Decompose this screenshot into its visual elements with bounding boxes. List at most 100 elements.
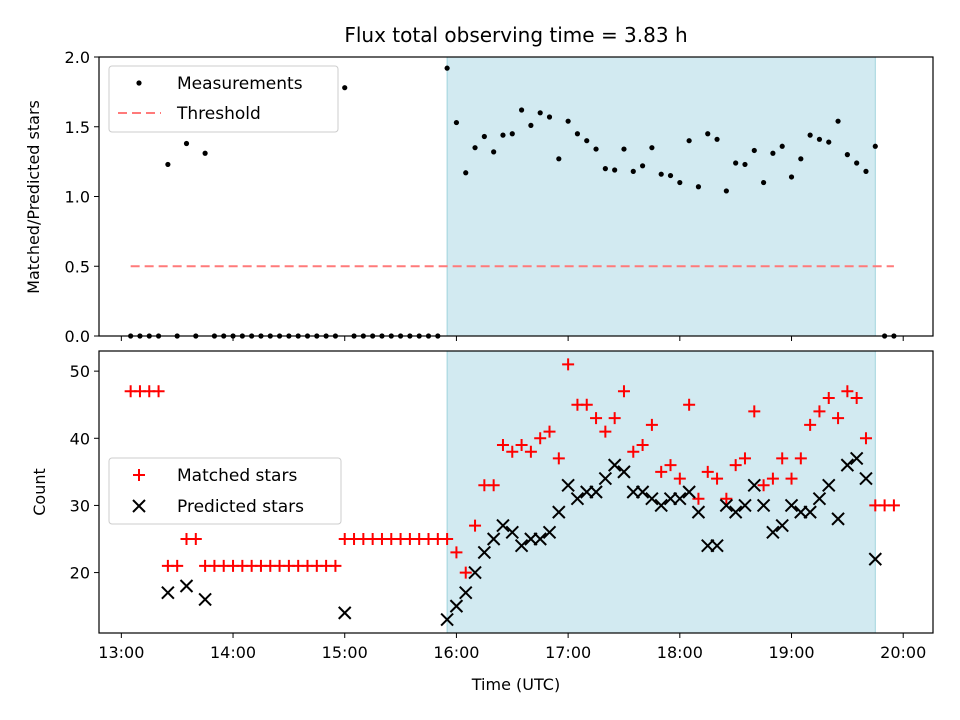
measurement-point	[854, 160, 860, 166]
measurement-point	[183, 140, 190, 147]
matched-star-point	[329, 559, 342, 572]
predicted-star-point	[756, 498, 771, 513]
predicted-star-point	[570, 492, 585, 506]
measurement-point	[528, 122, 534, 128]
measurement-point	[695, 184, 702, 190]
y-tick-label: 30	[70, 496, 90, 515]
measurement-point	[705, 131, 711, 137]
matched-star-point	[590, 412, 603, 425]
predicted-star-point	[728, 505, 743, 519]
predicted-star-point	[775, 518, 789, 533]
matched-star-point	[850, 392, 863, 404]
legend-measurements-marker	[136, 80, 142, 86]
legend-threshold-label: Threshold	[176, 104, 261, 124]
bottom-shaded-region	[446, 350, 876, 634]
matched-star-point	[515, 439, 528, 451]
x-tick-label: 16:00	[433, 643, 479, 662]
measurement-point	[612, 167, 618, 173]
predicted-star-point	[533, 532, 547, 546]
measurement-point	[714, 136, 720, 142]
measurement-point	[863, 168, 869, 174]
measurement-point	[491, 149, 497, 155]
predicted-star-point	[552, 505, 566, 519]
matched-star-point	[459, 566, 472, 579]
top-x-axis	[120, 336, 904, 341]
measurement-point	[816, 136, 823, 142]
top-legend: Measurements Threshold	[108, 65, 339, 133]
predicted-star-point	[682, 485, 696, 499]
measurement-point	[742, 161, 748, 168]
predicted-star-point	[589, 485, 603, 499]
matched-star-point	[683, 398, 696, 411]
measurement-point	[788, 174, 795, 180]
measurement-point	[639, 163, 646, 169]
matched-star-point	[552, 452, 565, 465]
predicted-star-point	[784, 498, 799, 513]
predicted-star-point	[849, 451, 864, 466]
measurement-point	[751, 147, 757, 154]
y-tick-label: 0.0	[65, 327, 90, 346]
legend-predicted-marker	[132, 499, 146, 513]
predicted-star-point	[812, 492, 827, 506]
bottom-axes-frame	[98, 350, 934, 634]
predicted-star-point	[598, 471, 613, 486]
matched-star-point	[757, 479, 770, 492]
matched-star-point	[664, 459, 677, 472]
measurement-point	[798, 156, 804, 162]
matched-star-point	[599, 425, 612, 438]
x-tick-label: 20:00	[880, 643, 926, 662]
matched-star-point	[804, 418, 817, 431]
measurement-point	[807, 132, 813, 138]
measurement-point	[463, 170, 469, 176]
top-y-axis-label: Matched/Predicted stars	[24, 100, 43, 294]
x-tick-label: 17:00	[545, 643, 591, 662]
matched-star-point	[813, 405, 826, 418]
matched-star-point	[496, 439, 509, 451]
matched-star-point	[617, 385, 630, 398]
predicted-star-point	[617, 465, 631, 479]
measurement-point	[835, 118, 841, 124]
bottom-x-axis: 13:00 14:00 15:00 16:00 17:00 18:00 19:00 20:00	[98, 633, 926, 662]
x-tick-label: 19:00	[768, 643, 814, 662]
measurement-point	[500, 132, 506, 138]
predicted-star-point	[803, 505, 817, 519]
matched-star-point	[673, 472, 686, 485]
matched-star-point	[832, 412, 845, 425]
top-panel: 0.00.51.01.52.0 Matched/Predicted stars …	[24, 48, 934, 346]
legend-predicted-label: Predicted stars	[177, 497, 304, 517]
measurement-point	[342, 85, 348, 91]
measurement-point	[165, 161, 171, 168]
predicted-star-point	[449, 599, 464, 613]
measurement-point	[453, 119, 460, 126]
measurement-point	[649, 145, 655, 151]
matched-star-point	[524, 445, 537, 458]
y-tick-label: 1.5	[65, 118, 90, 137]
predicted-star-point	[859, 471, 873, 486]
predicted-star-point	[719, 498, 734, 513]
matched-star-point	[608, 412, 621, 425]
measurement-point	[630, 168, 636, 174]
measurement-point	[565, 118, 571, 124]
measurement-point	[472, 145, 478, 151]
predicted-star-point	[673, 492, 687, 506]
predicted-star-point	[635, 485, 650, 499]
predicted-star-point	[459, 586, 473, 600]
measurement-point	[621, 146, 627, 152]
matched-star-point	[171, 559, 184, 572]
top-shaded-region	[446, 56, 876, 337]
predicted-star-point	[607, 458, 622, 472]
measurement-point	[686, 138, 692, 144]
y-tick-label: 40	[70, 429, 90, 448]
predicted-star-point	[477, 545, 492, 560]
bottom-y-axis-label: Count	[30, 468, 49, 516]
y-tick-label: 50	[70, 362, 90, 381]
measurement-point	[481, 133, 487, 140]
bottom-legend-frame	[108, 457, 342, 525]
predicted-star-point	[514, 539, 529, 553]
x-tick-label: 15:00	[322, 643, 368, 662]
measurement-point	[667, 172, 674, 179]
matched-star-point	[441, 533, 454, 545]
matched-star-point	[729, 459, 742, 472]
matched-star-point	[748, 405, 761, 418]
top-legend-frame	[108, 65, 339, 133]
